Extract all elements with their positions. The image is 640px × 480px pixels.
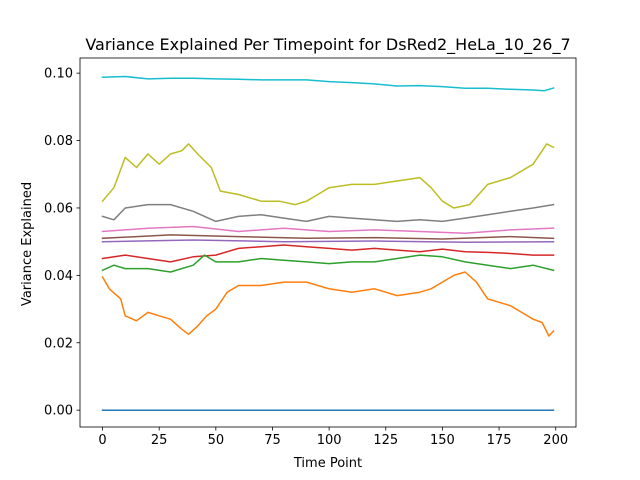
plot-frame [79, 57, 577, 428]
chart-title: Variance Explained Per Timepoint for DsR… [85, 35, 570, 55]
x-tick-label: 75 [264, 433, 281, 448]
x-tick-label: 100 [317, 433, 342, 448]
x-tick-label: 125 [373, 433, 398, 448]
y-tick-label: 0.04 [44, 269, 73, 284]
y-tick-label: 0.06 [44, 201, 73, 216]
series-line-7 [101, 254, 555, 273]
x-tick-label: 200 [543, 433, 568, 448]
x-axis-label: Time Point [293, 456, 362, 471]
series-line-4 [101, 234, 555, 240]
series-layer [101, 75, 555, 411]
y-axis-label: Variance Explained [20, 182, 35, 306]
series-line-6 [101, 244, 555, 263]
axes-layer: 0 25 50 75 100 125 150 175 200 0.00 0.02 0.04 0.06 0.… [44, 57, 577, 448]
series-line-8 [101, 271, 555, 337]
y-tick-label: 0.02 [44, 336, 73, 351]
y-tick-label: 0.10 [44, 67, 73, 82]
series-line-2 [101, 203, 555, 223]
y-tick-label: 0.00 [44, 404, 73, 419]
series-line-1 [101, 143, 555, 209]
x-tick-label: 150 [430, 433, 455, 448]
y-tick-label: 0.08 [44, 134, 73, 149]
series-line-3 [101, 225, 555, 234]
series-line-5 [101, 239, 555, 244]
x-tick-label: 0 [98, 433, 106, 448]
x-tick-label: 50 [208, 433, 225, 448]
series-line-0 [101, 75, 555, 92]
x-tick-label: 25 [151, 433, 168, 448]
x-tick-label: 175 [487, 433, 512, 448]
